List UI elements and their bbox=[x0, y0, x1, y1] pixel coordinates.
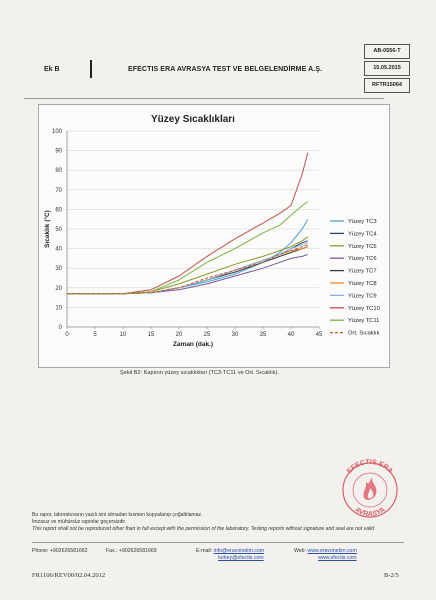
x-axis-label: Zaman (dak.) bbox=[173, 341, 213, 348]
web-label: Web: bbox=[294, 548, 307, 554]
y-tick-label: 30 bbox=[55, 266, 62, 272]
email-link-2[interactable]: turkey@efectis.com bbox=[218, 555, 264, 561]
doc-code-box: AB-0556-T bbox=[364, 44, 410, 59]
legend-label-5: Yüzey TC7 bbox=[348, 269, 377, 275]
legend-label-6: Yüzey TC8 bbox=[348, 281, 377, 287]
x-tick-label: 5 bbox=[93, 332, 97, 338]
footer-notes: Bu rapor, laboratuvarın yazılı izni olma… bbox=[32, 512, 402, 533]
surface-temperature-chart: Yüzey Sıcaklıkları0102030405060708090100… bbox=[43, 114, 380, 348]
date-box: 15.05.2015 bbox=[364, 61, 410, 76]
web-link-2[interactable]: www.efectis.com bbox=[318, 555, 357, 561]
y-tick-label: 20 bbox=[55, 286, 62, 292]
annex-label: Ek B bbox=[44, 66, 60, 73]
y-tick-label: 60 bbox=[55, 207, 62, 213]
x-tick-label: 35 bbox=[260, 332, 267, 338]
legend-label-9: Yüzey TC11 bbox=[348, 318, 379, 324]
svg-text:AVRASYA: AVRASYA bbox=[354, 506, 387, 518]
x-tick-label: 15 bbox=[148, 332, 155, 338]
y-tick-label: 10 bbox=[55, 305, 62, 311]
figure-caption: Şekil B2: Kapının yüzey sıcaklıkları (TC… bbox=[120, 370, 280, 376]
series-line-8 bbox=[67, 152, 309, 295]
y-tick-label: 0 bbox=[59, 325, 63, 331]
chart-frame: Yüzey Sıcaklıkları 0 10 20 30 40 50 60 70 80 90 100… bbox=[38, 104, 390, 368]
footer-note-1: Bu rapor, laboratuvarın yazılı izni olma… bbox=[32, 512, 203, 518]
email-block: E-mail: info@eravonetim.com turkey@efect… bbox=[196, 548, 264, 562]
company-name: EFECTIS ERA AVRASYA TEST VE BELGELENDİRM… bbox=[128, 66, 323, 73]
header-rule bbox=[24, 98, 384, 99]
header-divider bbox=[90, 60, 92, 78]
y-tick-label: 90 bbox=[55, 149, 62, 155]
y-tick-label: 100 bbox=[52, 129, 63, 135]
x-tick-label: 0 bbox=[65, 332, 69, 338]
legend-label-2: Yüzey TC4 bbox=[348, 231, 377, 237]
footer-note-2: İmzasız ve mühürsüz raporlar geçersizdir… bbox=[32, 519, 127, 525]
legend-label-4: Yüzey TC6 bbox=[348, 256, 377, 262]
footer-note-3: This report shall not be reproduced othe… bbox=[32, 526, 375, 532]
legend-label-8: Yüzey TC10 bbox=[348, 306, 380, 312]
x-tick-label: 25 bbox=[204, 332, 211, 338]
web-block: Web: www.eravonetim.com www.efectis.com bbox=[294, 548, 357, 562]
series-line-1 bbox=[67, 218, 309, 295]
legend-label-3: Yüzey TC5 bbox=[348, 244, 377, 250]
y-tick-label: 40 bbox=[55, 247, 62, 253]
legend-label-10: Ort. Sıcaklık bbox=[348, 331, 380, 337]
email-link-1[interactable]: info@eravonetim.com bbox=[213, 548, 265, 554]
company-seal: EFECTIS ERA AVRASYA bbox=[342, 459, 398, 518]
y-tick-label: 80 bbox=[55, 168, 62, 174]
x-tick-label: 20 bbox=[176, 332, 183, 338]
legend-label-1: Yüzey TC3 bbox=[348, 219, 377, 225]
phone-number: Phone: +902626581662 bbox=[32, 548, 88, 554]
x-tick-label: 30 bbox=[232, 332, 239, 338]
page-number: B-2/5 bbox=[384, 572, 399, 579]
series-line-10 bbox=[67, 244, 308, 295]
web-link-1[interactable]: www.eravonetim.com bbox=[307, 548, 357, 554]
report-number-box: RFTR15064 bbox=[364, 78, 410, 93]
form-code: FR1106/REV00/02.04.2012 bbox=[32, 572, 106, 579]
fax-number: Fax.: +902626581669 bbox=[106, 548, 157, 554]
x-tick-label: 10 bbox=[120, 332, 127, 338]
series-line-9 bbox=[67, 201, 309, 295]
y-tick-label: 50 bbox=[55, 227, 62, 233]
y-tick-label: 70 bbox=[55, 188, 62, 194]
email-label: E-mail: bbox=[196, 548, 213, 554]
y-axis-label: Sıcaklık (°C) bbox=[43, 210, 51, 248]
legend-label-7: Yüzey TC9 bbox=[348, 293, 377, 299]
chart-title: Yüzey Sıcaklıkları bbox=[151, 114, 235, 125]
footer-rule bbox=[32, 542, 404, 543]
x-tick-label: 40 bbox=[288, 332, 295, 338]
x-tick-label: 45 bbox=[316, 332, 323, 338]
seal-bottom-text: AVRASYA bbox=[354, 506, 387, 518]
